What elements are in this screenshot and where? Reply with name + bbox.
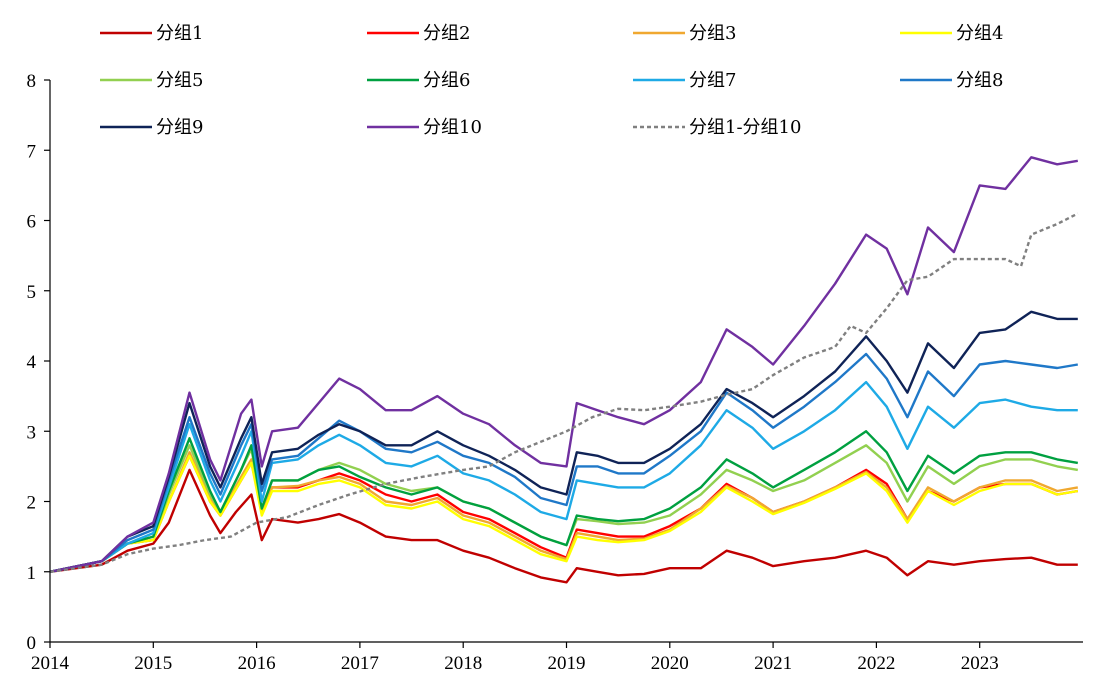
- legend-label: 分组5: [156, 70, 203, 91]
- x-tick-label: 2015: [134, 653, 172, 674]
- y-tick-label: 8: [27, 71, 37, 92]
- legend-label: 分组8: [956, 70, 1003, 91]
- series-line-分组6: [49, 430, 1079, 573]
- series-line-分组10: [49, 156, 1079, 573]
- y-tick-label: 2: [27, 493, 37, 514]
- y-axis-ticks: 0 1 2 3 4 5 6 7 8: [27, 71, 50, 654]
- x-tick-label: 2017: [341, 653, 379, 674]
- series-line-分组1: [49, 468, 1078, 584]
- legend-label: 分组4: [956, 23, 1003, 44]
- series-line-分组7: [49, 380, 1078, 573]
- y-tick-label: 1: [27, 563, 37, 584]
- legend-label: 分组1-分组10: [689, 117, 801, 138]
- legend-label: 分组3: [689, 23, 736, 44]
- series-line-分组8: [49, 352, 1079, 573]
- series-line-分组4: [49, 454, 1079, 573]
- x-tick-label: 2016: [238, 653, 276, 674]
- y-tick-label: 0: [27, 633, 37, 654]
- series-lines: [49, 156, 1079, 584]
- y-tick-label: 7: [27, 141, 37, 162]
- legend: 分组1 分组2 分组3 分组4 分组5 分组6 分组7 分组8 分组9 分组10 分组1-分组10: [100, 23, 1003, 138]
- legend-label: 分组1: [156, 23, 203, 44]
- series-line-分组1-分组10: [49, 212, 1079, 573]
- x-axis-ticks: 2014 2015 2016 2017 2018 2019 2020 2021 2022 2023: [31, 642, 999, 674]
- y-tick-label: 4: [27, 352, 37, 373]
- legend-label: 分组9: [156, 117, 203, 138]
- y-tick-label: 6: [27, 212, 37, 233]
- legend-label: 分组10: [423, 117, 482, 138]
- legend-label: 分组2: [423, 23, 470, 44]
- x-tick-label: 2023: [961, 653, 999, 674]
- x-tick-label: 2019: [548, 653, 586, 674]
- y-tick-label: 3: [27, 422, 37, 443]
- y-tick-label: 5: [27, 282, 37, 303]
- series-line-分组3: [49, 451, 1079, 573]
- x-tick-label: 2021: [754, 653, 792, 674]
- legend-label: 分组7: [689, 70, 736, 91]
- x-tick-label: 2014: [31, 653, 70, 674]
- series-line-分组9: [49, 310, 1078, 573]
- x-tick-label: 2020: [651, 653, 689, 674]
- x-tick-label: 2022: [857, 653, 895, 674]
- x-tick-label: 2018: [444, 653, 482, 674]
- legend-label: 分组6: [423, 70, 470, 91]
